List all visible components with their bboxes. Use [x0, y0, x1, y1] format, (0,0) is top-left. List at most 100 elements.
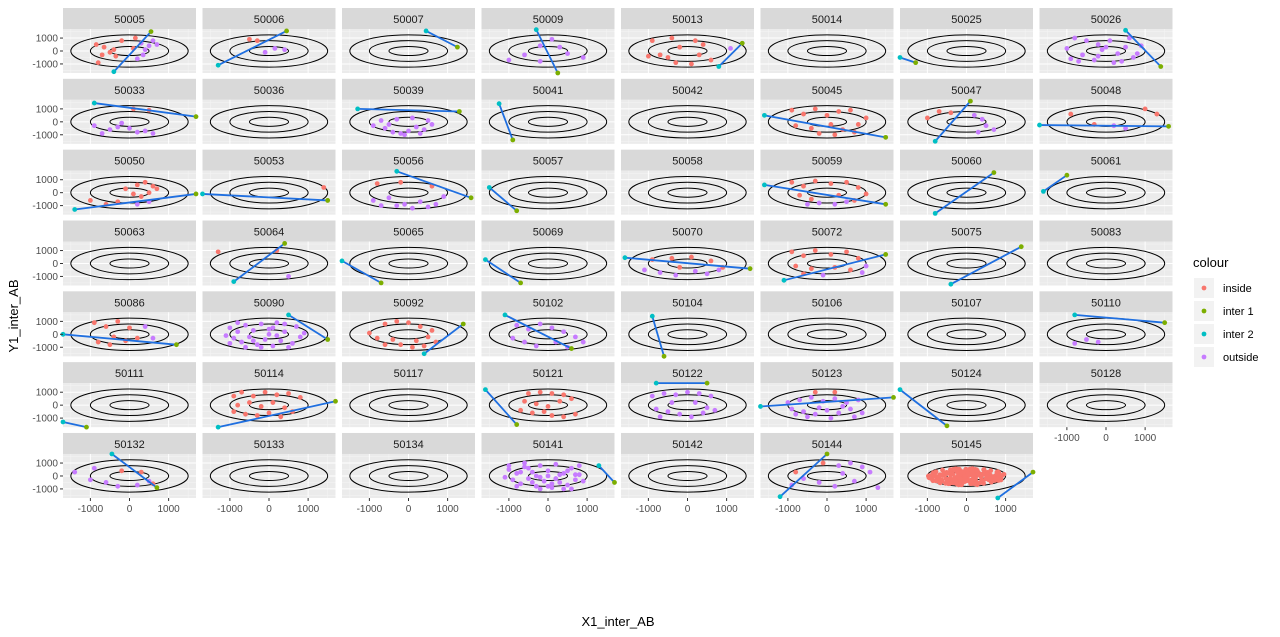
reference-ellipse: [628, 388, 747, 422]
point-inter-2: [394, 168, 400, 174]
point-outside: [370, 123, 376, 129]
point-inside: [812, 178, 818, 184]
panel-50009: 50009: [481, 8, 615, 76]
reference-ellipse: [527, 116, 569, 127]
point-outside: [801, 409, 806, 415]
point-inside: [394, 318, 400, 324]
point-outside: [1123, 125, 1128, 131]
reference-ellipse: [388, 187, 429, 198]
point-outside: [134, 129, 140, 135]
y-axis-title: Y1_inter_AB: [6, 280, 21, 353]
reference-ellipse: [926, 110, 1007, 133]
point-outside: [1084, 38, 1089, 44]
panel-strip-label: 50144: [812, 439, 843, 451]
point-outside: [836, 463, 842, 469]
x-tick-label: -1000: [915, 504, 941, 515]
reference-ellipse: [667, 258, 708, 269]
point-outside: [142, 324, 148, 329]
legend-point: [1201, 331, 1207, 337]
point-outside: [402, 132, 407, 138]
point-outside: [661, 391, 667, 396]
point-inside: [673, 60, 679, 66]
point-outside: [561, 329, 567, 335]
point-inter-1: [282, 241, 288, 246]
reference-ellipse: [647, 394, 728, 417]
point-inter-2: [758, 404, 763, 409]
panel-50142: 50142 -1000 0 1000: [621, 432, 754, 515]
point-inter-2: [622, 255, 628, 261]
panel-50107: 50107: [900, 291, 1033, 357]
panel-strip: [202, 149, 336, 171]
point-outside: [549, 481, 555, 487]
reference-ellipse: [209, 246, 329, 281]
point-inside: [247, 36, 252, 42]
reference-ellipse: [628, 34, 747, 68]
point-outside: [282, 47, 288, 53]
panel-strip: [481, 149, 615, 171]
panel-strip-label: 50061: [1091, 156, 1122, 168]
panel-strip: [760, 432, 894, 454]
point-inter-1: [944, 423, 950, 429]
point-inside: [941, 471, 947, 477]
panel-50121: 50121: [481, 362, 615, 428]
reference-ellipse: [907, 246, 1026, 281]
point-inside: [981, 467, 987, 473]
reference-ellipse: [349, 246, 468, 281]
reference-ellipse: [488, 246, 608, 281]
point-inside: [390, 337, 396, 342]
point-outside: [840, 404, 846, 409]
point-outside: [250, 338, 256, 344]
reference-ellipse: [89, 465, 170, 487]
point-outside: [875, 485, 881, 491]
point-inter-1: [84, 424, 89, 430]
y-tick-label: -1000: [32, 59, 58, 70]
point-outside: [832, 483, 838, 489]
point-outside: [140, 52, 146, 58]
point-outside: [808, 394, 814, 400]
reference-ellipse: [628, 175, 747, 210]
panel-strip: [342, 220, 475, 242]
point-outside: [243, 344, 248, 350]
point-outside: [518, 469, 524, 475]
point-inside: [282, 405, 288, 411]
intersection-segment: [74, 193, 197, 211]
panel-strip-label: 50134: [393, 439, 424, 451]
panel-strip: [342, 8, 475, 29]
point-outside: [266, 331, 272, 337]
reference-ellipse: [647, 465, 728, 487]
point-inter-2: [932, 138, 938, 144]
point-inside: [321, 185, 327, 190]
point-inter-1: [891, 394, 896, 400]
reference-ellipse: [787, 110, 867, 133]
point-inter-1: [1158, 64, 1164, 69]
panel-strip: [63, 220, 196, 242]
panel-50045: 50045: [760, 78, 894, 144]
reference-ellipse: [209, 175, 329, 210]
point-inter-2: [421, 351, 427, 357]
reference-ellipse: [926, 394, 1007, 417]
point-outside: [816, 200, 822, 206]
point-inter-2: [215, 424, 221, 430]
point-inside: [832, 389, 838, 395]
point-outside: [1103, 44, 1109, 50]
point-outside: [704, 405, 710, 411]
panel-strip-label: 50013: [672, 14, 703, 26]
panel-strip: [202, 362, 336, 384]
point-inter-2: [716, 64, 722, 69]
point-inside: [561, 392, 567, 398]
reference-ellipse: [667, 116, 708, 127]
reference-ellipse: [527, 187, 569, 198]
reference-ellipse: [806, 45, 848, 57]
point-inter-1: [913, 60, 919, 66]
panel-50070: 50070: [621, 220, 754, 286]
point-inside: [413, 338, 419, 344]
intersection-segment: [484, 389, 518, 426]
panel-strip: [900, 149, 1033, 171]
point-outside: [971, 112, 977, 118]
intersection-segment: [624, 256, 751, 270]
point-outside: [274, 333, 280, 339]
point-outside: [836, 410, 842, 416]
panel-50059: 50059: [760, 149, 894, 215]
reference-ellipse: [508, 181, 588, 204]
reference-ellipse: [508, 252, 588, 275]
